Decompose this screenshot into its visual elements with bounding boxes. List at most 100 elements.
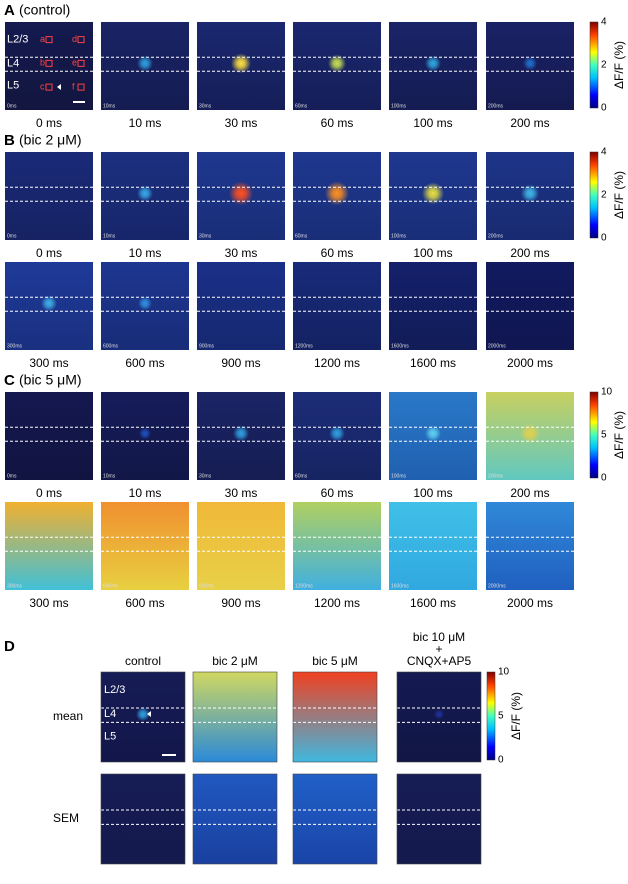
time-stamp: 200ms [488,233,504,239]
response-blob [434,709,444,720]
image: 30ms [197,152,285,240]
time-label: 600 ms [125,356,164,370]
response-blob [136,707,150,722]
image: 10ms [101,22,189,110]
column-header: bic 10 μM [413,630,465,644]
image-background [101,502,189,590]
panel-title: (bic 2 μM) [19,132,82,148]
image-background [193,774,277,864]
roi-box [45,59,53,67]
image-background [5,152,93,240]
stim-marker [57,84,61,90]
image-frame [396,671,482,763]
time-label: 0 ms [36,246,62,260]
response-blob [41,295,57,312]
image: 10ms [101,152,189,240]
colorbar-label: ΔF/F (%) [612,41,626,89]
roi-label: a [40,34,45,44]
image: 900ms [197,502,285,590]
colorbar-tick: 0 [601,233,607,244]
image: 60ms [293,392,381,480]
layer-label: L5 [7,79,19,91]
image-background [197,502,285,590]
time-stamp: 0ms [7,103,17,109]
time-stamp: 30ms [199,233,212,239]
colorbar [486,671,496,761]
response-blob [233,425,249,442]
time-label: 2000 ms [507,356,553,370]
response-blob [328,54,346,73]
response-blob [425,425,441,442]
column-header: bic 2 μM [212,654,258,668]
image: 600ms [101,502,189,590]
time-stamp: 100ms [391,103,407,109]
response-blob [329,425,345,442]
time-stamp: 300ms [7,583,23,589]
roi-box [77,59,85,67]
roi-label: d [72,34,77,44]
time-label: 900 ms [221,596,260,610]
colorbar-label: ΔF/F (%) [612,411,626,459]
time-stamp: 10ms [103,473,116,479]
colorbar-tick: 5 [498,711,504,722]
roi-label: b [40,58,45,68]
time-label: 100 ms [413,486,452,500]
image-background [5,392,93,480]
image-background [486,262,574,350]
image-background [293,262,381,350]
time-label: 100 ms [413,246,452,260]
image: 200ms [486,392,574,480]
time-label: 0 ms [36,116,62,130]
time-label: 10 ms [129,486,162,500]
image [101,774,185,864]
image [397,672,481,762]
roi-label: e [72,58,77,68]
time-label: 1600 ms [410,596,456,610]
layer-label: L2/3 [104,684,125,696]
colorbar [589,391,599,479]
roi-box [45,36,53,44]
time-stamp: 300ms [7,343,23,349]
colorbar-label: ΔF/F (%) [509,692,523,740]
time-label: 300 ms [29,596,68,610]
time-stamp: 60ms [295,103,308,109]
time-label: 1600 ms [410,356,456,370]
time-stamp: 600ms [103,583,119,589]
image: 30ms [197,392,285,480]
time-stamp: 100ms [391,473,407,479]
image-background [486,502,574,590]
image-frame [292,671,378,763]
panel-letter: C [4,372,15,389]
roi-box [77,36,85,44]
image-background [5,502,93,590]
time-label: 10 ms [129,116,162,130]
image [193,672,277,762]
stim-marker [147,711,151,717]
response-blob [425,55,441,72]
colorbar [589,151,599,239]
response-blob [137,55,153,72]
response-blob [139,427,151,440]
image: 30ms [197,22,285,110]
image-background [293,672,377,762]
image [293,672,377,762]
roi-box [77,83,85,91]
time-label: 100 ms [413,116,452,130]
panel-title: (bic 5 μM) [19,372,82,388]
image: 300ms [5,502,93,590]
time-label: 1200 ms [314,596,360,610]
response-blob [137,185,153,202]
time-stamp: 1200ms [295,343,313,349]
image-frame [292,773,378,865]
time-stamp: 600ms [103,343,119,349]
column-header: bic 5 μM [312,654,358,668]
time-label: 300 ms [29,356,68,370]
row-label: mean [53,709,83,723]
image: 200ms [486,152,574,240]
image-background [101,774,185,864]
time-stamp: 30ms [199,103,212,109]
image: 60ms [293,22,381,110]
time-label: 60 ms [321,246,354,260]
time-label: 30 ms [225,486,258,500]
